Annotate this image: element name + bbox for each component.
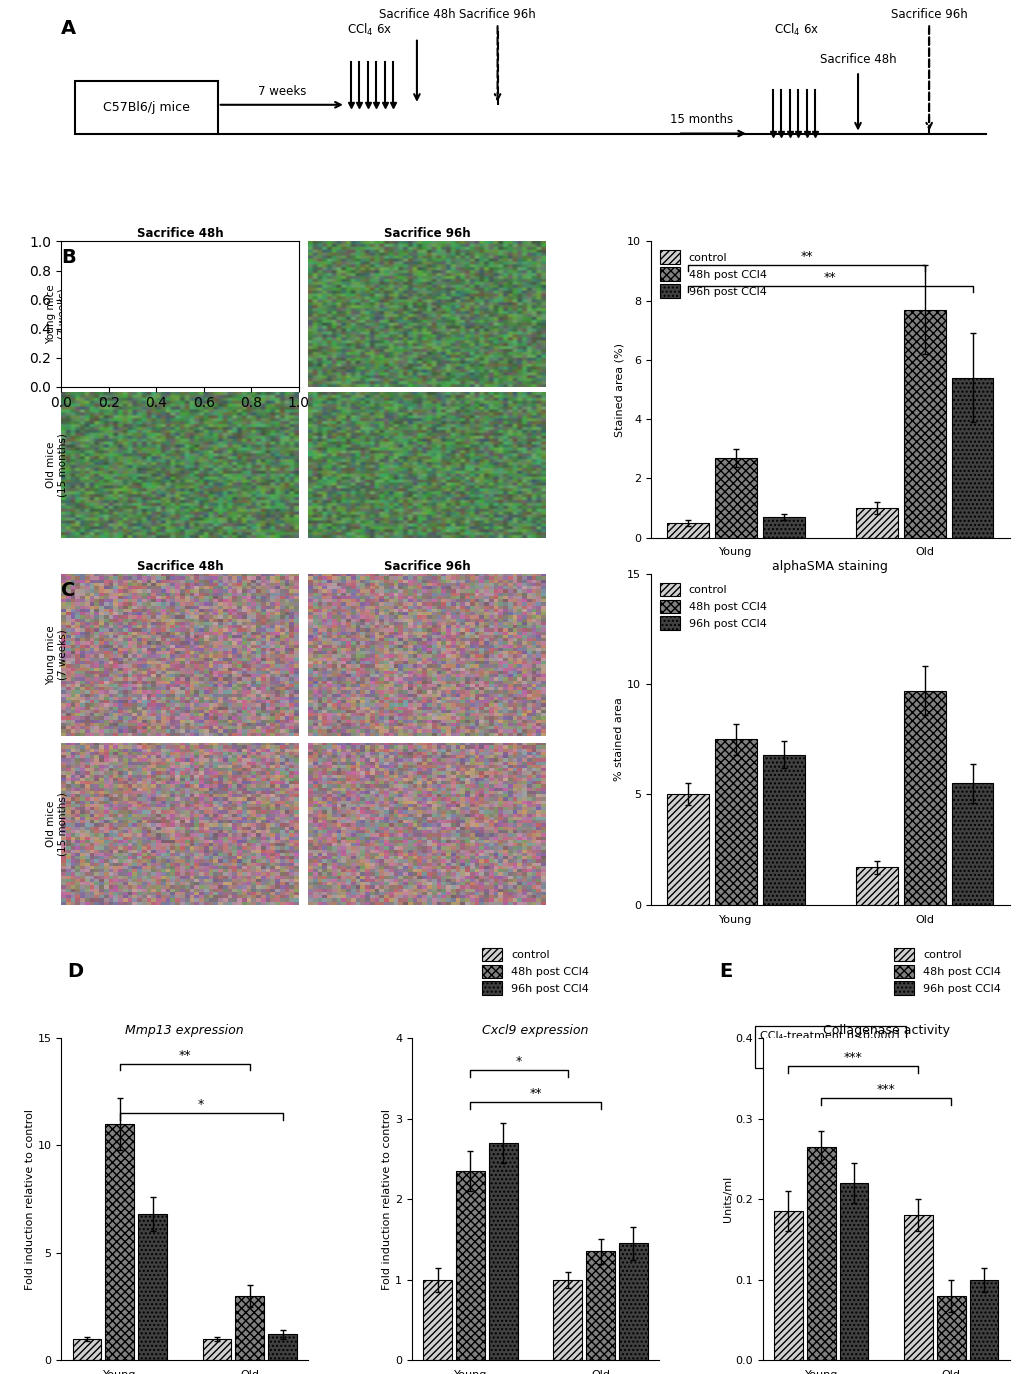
Title: Mmp13 expression: Mmp13 expression	[125, 1024, 244, 1037]
Y-axis label: Stained area (%): Stained area (%)	[613, 342, 624, 437]
Y-axis label: Old mice
(15 months): Old mice (15 months)	[46, 433, 68, 497]
Bar	[488, 1143, 518, 1360]
Text: CCl$_4$ 6x: CCl$_4$ 6x	[773, 22, 818, 37]
Bar	[714, 458, 756, 537]
Y-axis label: Old mice
(15 months): Old mice (15 months)	[46, 791, 68, 856]
Text: **: **	[800, 250, 812, 264]
Bar	[855, 508, 897, 537]
Bar	[951, 783, 993, 905]
Text: *: *	[198, 1098, 204, 1112]
Legend: control, 48h post CCl4, 96h post CCl4: control, 48h post CCl4, 96h post CCl4	[890, 944, 1004, 999]
Bar	[235, 1296, 264, 1360]
Text: **: **	[178, 1048, 191, 1062]
Y-axis label: Fold induction relative to control: Fold induction relative to control	[24, 1109, 35, 1290]
Bar	[105, 1124, 133, 1360]
Bar	[855, 867, 897, 905]
Title: Cxcl9 expression: Cxcl9 expression	[482, 1024, 588, 1037]
Bar	[806, 1147, 835, 1360]
Bar	[455, 1171, 484, 1360]
Bar	[423, 1279, 451, 1360]
Y-axis label: Units/ml: Units/ml	[721, 1176, 732, 1223]
Text: CCl₄-treatment p<0,0001
Age p=0,3053
Interaction p=0,0176: CCl₄-treatment p<0,0001 Age p=0,3053 Int…	[759, 1030, 900, 1063]
Text: **: **	[529, 1087, 541, 1101]
Bar	[268, 1334, 297, 1360]
Text: Sacrifice 96h: Sacrifice 96h	[890, 8, 967, 21]
Bar	[619, 1243, 647, 1360]
Bar	[762, 754, 804, 905]
Text: E: E	[718, 962, 732, 981]
Title: alphaSMA staining: alphaSMA staining	[771, 559, 888, 573]
Bar	[552, 1279, 582, 1360]
Bar	[139, 1215, 167, 1360]
Text: Sacrifice 48h: Sacrifice 48h	[819, 54, 896, 66]
Bar	[839, 1183, 867, 1360]
Y-axis label: Fold induction relative to control: Fold induction relative to control	[382, 1109, 392, 1290]
Bar	[666, 794, 708, 905]
Bar	[203, 1338, 231, 1360]
Legend: control, 48h post CCl4, 96h post CCl4: control, 48h post CCl4, 96h post CCl4	[656, 580, 769, 633]
Bar	[72, 1338, 101, 1360]
Text: C: C	[61, 581, 75, 599]
Bar	[773, 1210, 802, 1360]
Text: 15 months: 15 months	[669, 113, 733, 126]
Bar	[969, 1279, 998, 1360]
Bar	[951, 378, 993, 537]
Bar	[903, 309, 945, 537]
Bar	[762, 517, 804, 537]
Bar	[75, 81, 217, 133]
Bar	[666, 523, 708, 537]
Text: C57Bl6/j mice: C57Bl6/j mice	[103, 100, 190, 114]
Title: Collagenase activity: Collagenase activity	[822, 1024, 949, 1037]
Text: 7 weeks: 7 weeks	[258, 85, 306, 98]
Text: *: *	[516, 1055, 522, 1068]
Title: Sacrifice 48h: Sacrifice 48h	[137, 227, 223, 240]
Bar	[714, 739, 756, 905]
Legend: control, 48h post CCl4, 96h post CCl4: control, 48h post CCl4, 96h post CCl4	[478, 944, 592, 999]
Text: B: B	[61, 249, 75, 268]
Bar	[586, 1252, 614, 1360]
Y-axis label: Young mice
(7 weeks): Young mice (7 weeks)	[46, 625, 68, 684]
Bar	[903, 1215, 931, 1360]
Y-axis label: % stained area: % stained area	[613, 698, 624, 782]
Title: Sacrifice 96h: Sacrifice 96h	[383, 559, 470, 573]
Text: D: D	[67, 962, 84, 981]
Text: A: A	[61, 18, 76, 37]
Text: Sacrifice 96h: Sacrifice 96h	[459, 8, 535, 21]
Y-axis label: Young mice
(7 weeks): Young mice (7 weeks)	[46, 284, 68, 344]
Title: Sacrifice 96h: Sacrifice 96h	[383, 227, 470, 240]
Bar	[903, 691, 945, 905]
Title: Sacrifice 48h: Sacrifice 48h	[137, 559, 223, 573]
Text: CCl$_4$ 6x: CCl$_4$ 6x	[346, 22, 391, 37]
Text: **: **	[823, 271, 836, 284]
Text: CCl₄-treatment p=0.0003
Age p=0.0002
Interaction p=0.0448: CCl₄-treatment p=0.0003 Age p=0.0002 Int…	[759, 650, 901, 683]
Text: ***: ***	[876, 1084, 895, 1096]
Bar	[936, 1296, 965, 1360]
Legend: control, 48h post CCl4, 96h post CCl4: control, 48h post CCl4, 96h post CCl4	[656, 247, 769, 301]
Text: ***: ***	[843, 1051, 862, 1065]
Text: Sacrifice 48h: Sacrifice 48h	[378, 8, 454, 21]
